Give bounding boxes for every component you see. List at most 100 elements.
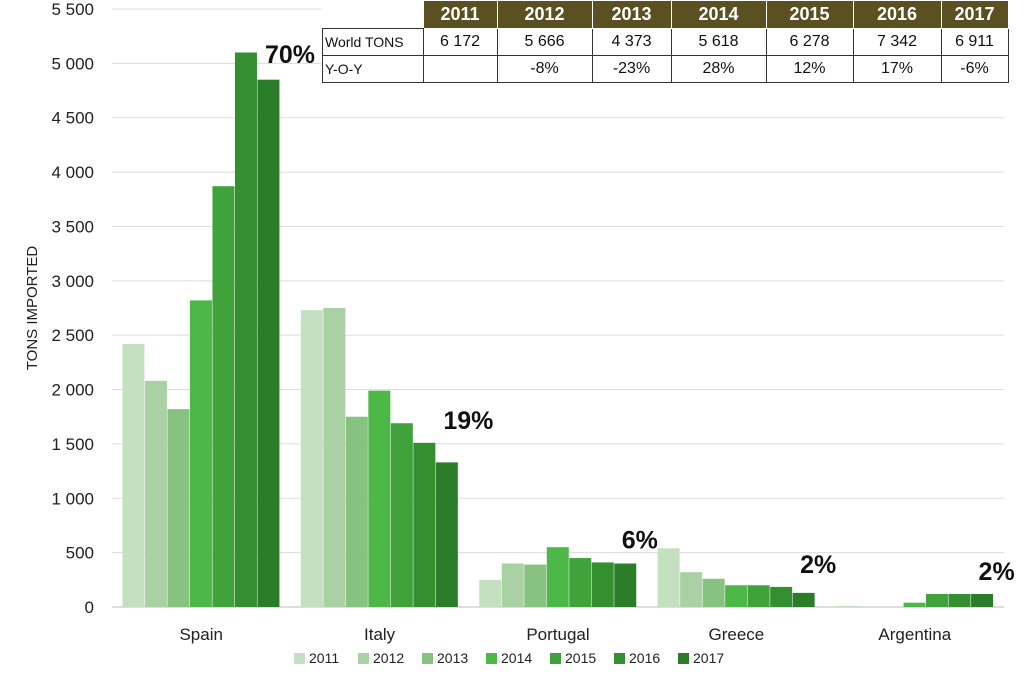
bar — [212, 186, 235, 607]
table-cell — [422, 55, 498, 83]
year-header: 2013 — [591, 0, 672, 29]
bar — [144, 380, 167, 607]
x-axis-category-labels: Spain Italy Portugal Greece Argentina — [179, 625, 951, 644]
year-header: 2014 — [670, 0, 767, 29]
year-header: 2016 — [852, 0, 942, 29]
legend-swatch — [294, 653, 305, 664]
x-tick-label: Argentina — [878, 625, 951, 644]
x-tick-label: Italy — [364, 625, 396, 644]
bars — [122, 52, 994, 608]
row-label: World TONS — [322, 28, 424, 56]
legend-label: 2013 — [437, 650, 468, 666]
bar — [167, 409, 190, 607]
legend-swatch — [614, 653, 625, 664]
legend-swatch — [550, 653, 561, 664]
share-label: 6% — [622, 526, 658, 554]
y-tick-label: 0 — [85, 598, 94, 617]
bar — [257, 79, 280, 607]
table-corner-cell — [322, 0, 423, 29]
bar — [479, 579, 502, 607]
bar — [836, 605, 859, 607]
bar — [926, 593, 949, 607]
year-header: 2012 — [496, 0, 593, 29]
y-tick-label: 4 500 — [51, 109, 94, 128]
bar — [390, 423, 413, 607]
bar — [501, 563, 524, 607]
bar — [435, 462, 458, 607]
y-tick-label: 3 500 — [51, 217, 94, 236]
year-header: 2015 — [765, 0, 854, 29]
table-row: World TONS 6 172 5 666 4 373 5 618 6 278… — [322, 28, 1009, 56]
legend-label: 2011 — [309, 650, 339, 666]
bar — [725, 585, 748, 607]
bar — [345, 416, 368, 607]
legend-label: 2017 — [693, 650, 724, 666]
y-tick-label: 5 000 — [51, 54, 94, 73]
share-labels: 70% 19% 6% 2% 2% — [265, 41, 1015, 586]
bar — [792, 592, 815, 607]
bar — [413, 442, 436, 607]
y-tick-label: 2 000 — [51, 381, 94, 400]
legend-label: 2016 — [629, 650, 660, 666]
year-header: 2017 — [940, 0, 1009, 29]
share-label: 2% — [979, 558, 1015, 586]
bar — [368, 390, 391, 607]
row-label: Y-O-Y — [322, 55, 424, 83]
table-row: Y-O-Y -8% -23% 28% 12% 17% -6% — [322, 55, 1009, 83]
table-cell: -6% — [940, 55, 1009, 83]
world-tons-table: 2011 2012 2013 2014 2015 2016 2017 World… — [322, 0, 1009, 83]
table-cell: -23% — [591, 55, 672, 83]
x-tick-label: Greece — [709, 625, 765, 644]
legend-swatch — [678, 653, 689, 664]
y-tick-label: 3 000 — [51, 272, 94, 291]
y-axis-title: TONS IMPORTED — [24, 246, 41, 371]
bar — [300, 310, 323, 607]
bar — [702, 578, 725, 607]
legend-swatch — [358, 653, 369, 664]
table-cell: 6 278 — [765, 28, 854, 56]
y-tick-label: 1 000 — [51, 489, 94, 508]
legend-swatch — [422, 653, 433, 664]
table-cell: 4 373 — [591, 28, 672, 56]
legend: 2011 2012 2013 2014 2015 2016 2017 — [294, 650, 724, 666]
bar — [591, 562, 614, 607]
bar — [614, 563, 637, 607]
bar — [747, 585, 770, 607]
y-tick-label: 2 500 — [51, 326, 94, 345]
table-cell: 5 618 — [670, 28, 767, 56]
y-tick-label: 500 — [66, 544, 94, 563]
bar — [657, 548, 680, 607]
table-cell: 7 342 — [852, 28, 942, 56]
table-cell: -8% — [496, 55, 593, 83]
bar — [524, 564, 547, 607]
table-cell: 6 911 — [940, 28, 1009, 56]
table-cell: 28% — [670, 55, 767, 83]
year-header: 2011 — [422, 0, 498, 29]
x-tick-label: Portugal — [526, 625, 589, 644]
bar — [189, 300, 212, 607]
share-label: 2% — [800, 551, 836, 579]
bar — [680, 572, 703, 607]
bar — [546, 547, 569, 607]
table-cell: 12% — [765, 55, 854, 83]
legend-label: 2014 — [501, 650, 532, 666]
y-tick-label: 5 500 — [51, 0, 94, 19]
bar — [569, 558, 592, 607]
bar — [323, 308, 346, 607]
bar — [971, 593, 994, 607]
bar — [234, 52, 257, 608]
share-label: 19% — [443, 407, 493, 435]
y-tick-label: 4 000 — [51, 163, 94, 182]
legend-label: 2015 — [565, 650, 596, 666]
share-label: 70% — [265, 41, 315, 69]
table-cell: 17% — [852, 55, 942, 83]
legend-label: 2012 — [373, 650, 404, 666]
table-cell: 6 172 — [422, 28, 498, 56]
bar — [903, 602, 926, 607]
bar — [770, 586, 793, 607]
table-header-row: 2011 2012 2013 2014 2015 2016 2017 — [322, 0, 1009, 29]
bar — [948, 593, 971, 607]
y-axis-ticks: 0 500 1 000 1 500 2 000 2 500 3 000 3 500 4 000 4… — [51, 0, 94, 617]
